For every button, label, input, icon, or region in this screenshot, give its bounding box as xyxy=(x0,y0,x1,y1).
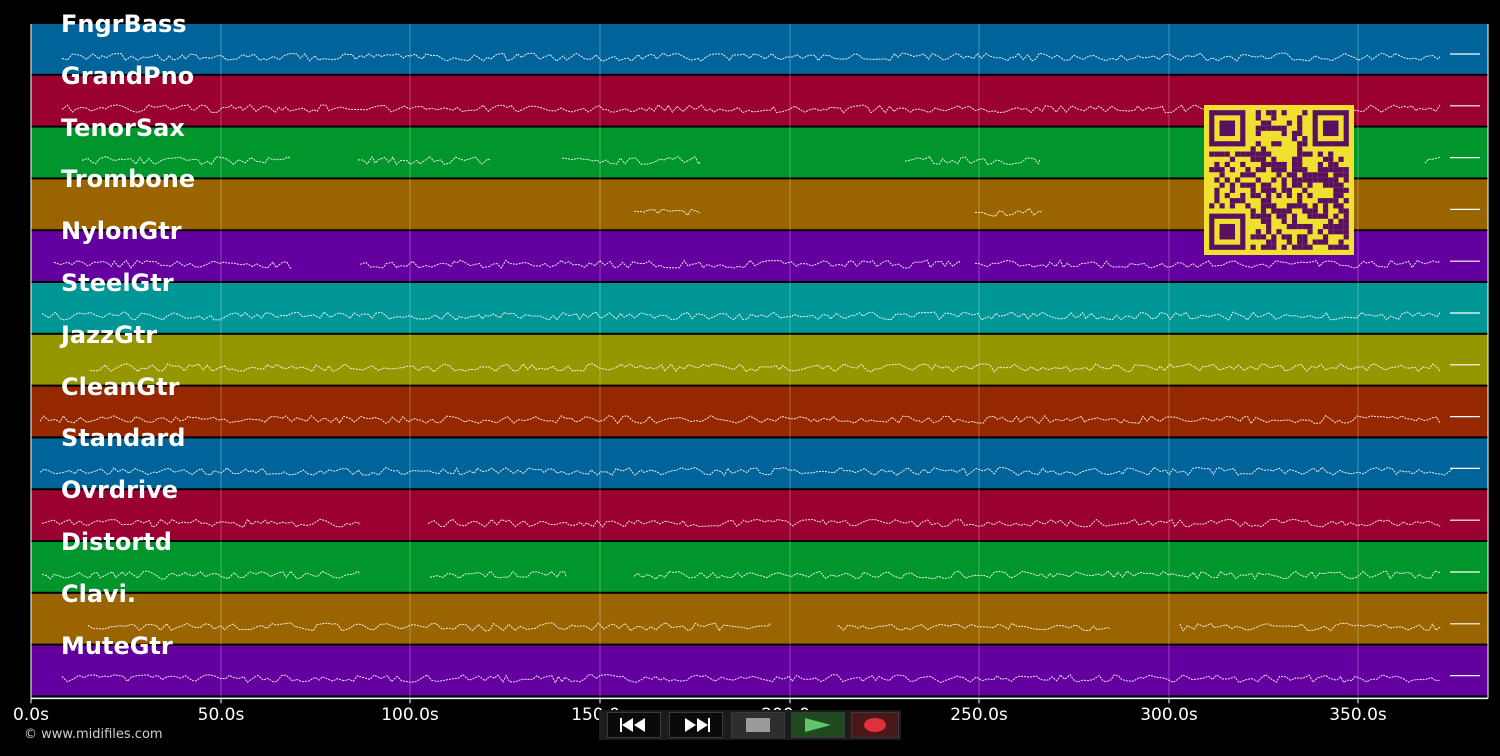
track-band xyxy=(31,386,1488,437)
track-label: CleanGtr xyxy=(61,372,180,401)
track-label: GrandPno xyxy=(61,61,195,90)
note-pattern xyxy=(39,466,1453,477)
track-label: Standard xyxy=(61,424,186,453)
track-notes xyxy=(633,207,1480,217)
track-label: Ovrdrive xyxy=(61,476,179,505)
track-band xyxy=(31,283,1488,333)
note-pattern xyxy=(429,570,567,579)
time-tick-label: 350.0s xyxy=(1329,705,1387,725)
note-pattern xyxy=(53,259,292,269)
track-label: SteelGtr xyxy=(61,269,174,297)
note-pattern xyxy=(633,208,701,217)
time-tick-label: 250.0s xyxy=(950,705,1008,725)
note-pattern xyxy=(89,363,1441,373)
qr-code[interactable] xyxy=(1204,105,1354,255)
track-label: MuteGtr xyxy=(61,631,173,660)
qr-code-image xyxy=(1204,105,1354,255)
track-label: Clavi. xyxy=(61,579,137,608)
note-pattern xyxy=(974,207,1043,217)
track-band xyxy=(31,334,1488,385)
track-notes xyxy=(41,518,1480,528)
note-pattern xyxy=(357,155,491,166)
track-notes xyxy=(81,155,1480,166)
track-band xyxy=(31,542,1488,592)
note-pattern xyxy=(41,570,361,580)
track-notes xyxy=(41,570,1480,580)
record-button[interactable] xyxy=(851,712,899,738)
time-tick-label: 0.0s xyxy=(13,705,49,725)
transport-controls xyxy=(599,710,901,740)
note-pattern xyxy=(427,518,1441,528)
track-label: FngrBass xyxy=(61,10,187,38)
track-label: JazzGtr xyxy=(61,320,158,349)
track-label: TenorSax xyxy=(61,113,185,142)
track-band xyxy=(31,490,1488,540)
time-tick-label: 50.0s xyxy=(197,705,245,725)
note-pattern xyxy=(81,156,291,166)
play-icon xyxy=(805,718,831,732)
note-pattern xyxy=(837,622,1111,632)
track-notes xyxy=(39,414,1480,425)
track-notes xyxy=(53,259,1480,269)
note-pattern xyxy=(359,259,961,269)
track-band xyxy=(31,24,1488,74)
time-tick-label: 100.0s xyxy=(381,705,439,725)
rewind-button[interactable] xyxy=(607,712,661,738)
stop-button[interactable] xyxy=(731,712,785,738)
fast-forward-button[interactable] xyxy=(669,712,723,738)
note-pattern xyxy=(61,52,1441,62)
track-notes xyxy=(61,52,1480,62)
track-band xyxy=(31,438,1488,489)
note-pattern xyxy=(61,674,1441,684)
note-pattern xyxy=(974,259,1441,269)
note-pattern xyxy=(41,518,361,528)
note-pattern xyxy=(39,414,1441,425)
stop-icon xyxy=(746,718,770,732)
record-icon xyxy=(864,718,886,732)
note-pattern xyxy=(1424,156,1441,164)
track-notes xyxy=(61,674,1480,684)
track-label: Trombone xyxy=(61,165,196,194)
note-pattern xyxy=(41,311,1441,321)
track-notes xyxy=(89,363,1480,373)
copyright-text: © www.midifiles.com xyxy=(24,727,163,742)
note-pattern xyxy=(561,155,701,165)
track-band xyxy=(31,593,1488,644)
track-notes xyxy=(41,311,1480,321)
track-band xyxy=(31,645,1488,696)
fast-forward-icon xyxy=(685,718,710,732)
note-pattern xyxy=(904,156,1041,166)
note-pattern xyxy=(1179,622,1441,632)
track-label: Distortd xyxy=(61,528,172,556)
track-notes xyxy=(87,622,1480,632)
rewind-icon xyxy=(620,718,645,732)
track-label: NylonGtr xyxy=(61,217,182,246)
note-pattern xyxy=(633,570,1441,580)
play-button[interactable] xyxy=(791,712,845,738)
track-notes xyxy=(39,466,1480,477)
time-tick-label: 300.0s xyxy=(1140,705,1198,725)
note-pattern xyxy=(87,622,771,632)
